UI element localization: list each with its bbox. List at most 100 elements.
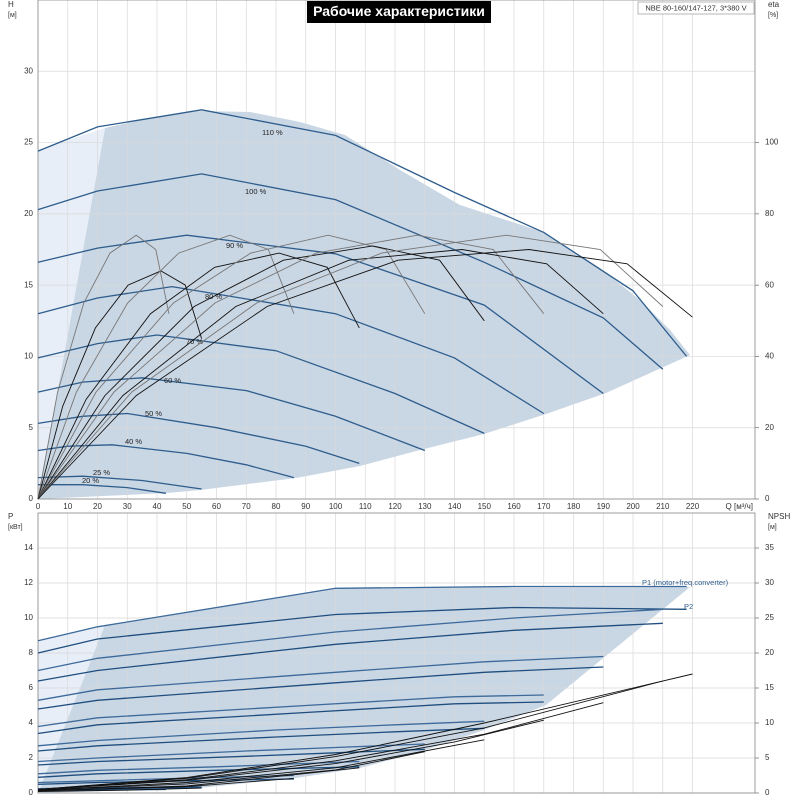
curve	[37, 585, 687, 642]
x-tick-label: 30	[123, 502, 132, 511]
y2-tick-label: 40	[765, 352, 774, 361]
x-tick-label: 170	[537, 502, 551, 511]
y2-tick-label: 15	[765, 683, 774, 692]
secondary-curve	[37, 249, 604, 500]
secondary-curve	[37, 777, 294, 792]
series-label: 50 %	[145, 409, 162, 418]
secondary-curve	[37, 234, 426, 500]
x-tick-label: 50	[182, 502, 191, 511]
curve	[37, 720, 485, 747]
y2-tick-label: 30	[765, 578, 774, 587]
curve	[37, 285, 545, 415]
y-axis-label: P	[8, 512, 13, 521]
series-label: 100 %	[245, 187, 267, 196]
secondary-curve	[37, 270, 203, 500]
y-axis-unit: [кВт]	[8, 524, 23, 531]
y-axis-label: H	[8, 0, 14, 9]
y-tick-label: 6	[29, 683, 34, 692]
x-tick-label: 150	[478, 502, 492, 511]
x-tick-label: 100	[329, 502, 343, 511]
curve	[37, 666, 604, 710]
curve	[37, 412, 360, 465]
y-tick-label: 8	[29, 648, 34, 657]
x-tick-label: 220	[686, 502, 700, 511]
y-tick-label: 10	[24, 352, 33, 361]
plot-layer: 0 10 20 30 40 50 60 70 80 90 100 110 120 130 140 150 160…	[8, 0, 790, 797]
curve	[37, 608, 663, 672]
curve	[37, 234, 604, 395]
y-tick-label: 4	[29, 718, 34, 727]
secondary-curve	[37, 249, 693, 500]
x-tick-label: 110	[359, 502, 372, 511]
y-tick-label: 5	[29, 423, 34, 432]
y2-tick-label: 25	[765, 613, 774, 622]
curve	[37, 109, 688, 357]
series-label: 25 %	[93, 468, 110, 477]
curve	[37, 606, 687, 654]
y-tick-label: 20	[24, 209, 33, 218]
x-tick-label: 140	[448, 502, 462, 511]
model-label: NBE 80-160/147-127, 3*380 V	[645, 3, 746, 12]
curve	[37, 727, 485, 752]
curve	[37, 173, 664, 370]
secondary-curve	[37, 673, 693, 790]
x-tick-label: 120	[388, 502, 402, 511]
y-axis-unit: [м]	[8, 12, 17, 19]
x-tick-label: 10	[63, 502, 72, 511]
grid	[37, 0, 755, 500]
x-tick-label: 20	[93, 502, 102, 511]
secondary-curve	[37, 245, 485, 500]
secondary-curve	[37, 787, 202, 793]
x-tick-label: 90	[301, 502, 310, 511]
y-tick-label: 0	[29, 788, 34, 797]
series-label: 20 %	[82, 476, 99, 485]
y2-tick-label: 20	[765, 423, 774, 432]
curve	[37, 655, 604, 701]
plot-frame	[37, 0, 756, 500]
y-tick-label: 0	[29, 494, 34, 503]
x-tick-label: 210	[656, 502, 670, 511]
y2-tick-label: 10	[765, 718, 774, 727]
series-label: 110 %	[262, 128, 283, 137]
x-tick-label: 40	[153, 502, 162, 511]
secondary-curve	[37, 234, 170, 500]
y2-tick-label: 80	[765, 209, 774, 218]
y2-tick-label: 0	[765, 494, 770, 503]
chart-title: Рабочие характеристики	[313, 3, 485, 19]
y-tick-label: 15	[24, 280, 33, 289]
y2-axis-unit: [м]	[768, 524, 777, 531]
curve	[37, 760, 360, 775]
secondary-curve	[37, 234, 664, 500]
y2-tick-label: 100	[765, 138, 779, 147]
secondary-curve	[37, 234, 545, 500]
series-label: P2	[684, 602, 693, 611]
curve	[37, 748, 425, 766]
y2-axis-label: eta	[768, 0, 780, 9]
secondary-curve	[37, 719, 544, 790]
x-tick-label: 0	[36, 502, 41, 511]
x-tick-label: 190	[597, 502, 611, 511]
x-tick-label: 200	[626, 502, 640, 511]
title-box	[307, 1, 491, 23]
x-tick-label: 180	[567, 502, 581, 511]
x-tick-label: 80	[272, 502, 281, 511]
curve	[37, 701, 544, 735]
series-label: 60 %	[164, 376, 181, 385]
curve	[37, 475, 202, 490]
secondary-curve	[37, 680, 663, 790]
secondary-curve	[37, 702, 604, 790]
y-tick-label: 10	[24, 613, 33, 622]
curve	[37, 694, 544, 728]
y2-tick-label: 35	[765, 543, 774, 552]
secondary-curve	[37, 252, 360, 500]
y-tick-label: 25	[24, 138, 33, 147]
series-label: 90 %	[226, 241, 243, 250]
y2-tick-label: 5	[765, 753, 770, 762]
x-tick-label: 70	[242, 502, 251, 511]
y2-tick-label: 60	[765, 280, 774, 289]
y-tick-label: 2	[29, 753, 34, 762]
secondary-curve	[37, 751, 425, 791]
y2-axis-label: NPSH	[768, 512, 790, 521]
series-label: 40 %	[125, 437, 142, 446]
